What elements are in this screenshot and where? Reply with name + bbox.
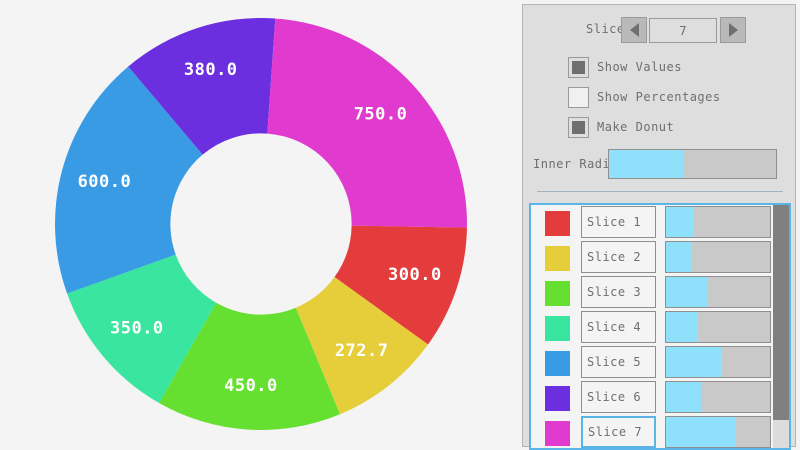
show-percentages-label: Show Percentages: [597, 90, 721, 104]
slice-list[interactable]: Slice 1 Slice 2 Slice 3 Slice 4 Slice 5 Slice…: [529, 203, 791, 450]
slice-list-item[interactable]: Slice 5: [531, 345, 773, 380]
slice-list-item[interactable]: Slice 7: [531, 415, 773, 448]
triangle-right-icon: [728, 23, 738, 37]
pie-slice[interactable]: [67, 254, 217, 404]
slice-list-item[interactable]: Slice 2: [531, 240, 773, 275]
pie-slice-value-label: 750.0: [354, 104, 408, 124]
slice-value-slider[interactable]: [665, 206, 771, 238]
slice-list-scrollbar[interactable]: [773, 205, 789, 448]
show-percentages-checkbox[interactable]: [568, 87, 589, 108]
pie-slice[interactable]: [54, 66, 203, 294]
slice-value-slider[interactable]: [665, 381, 771, 413]
slice-name-input[interactable]: Slice 5: [581, 346, 656, 378]
slice-color-swatch[interactable]: [545, 421, 570, 446]
pie-slice-value-label: 450.0: [224, 376, 278, 396]
slice-value-slider-fill: [666, 382, 702, 412]
pie-chart-canvas: 300.0 272.7 450.0 350.0 600.0 380.0 750.0: [54, 17, 467, 430]
slice-color-swatch[interactable]: [545, 351, 570, 376]
pie-slice-value-label: 350.0: [110, 318, 164, 338]
pie-slice-value-label: 380.0: [184, 60, 238, 80]
slice-value-slider-fill: [666, 207, 695, 237]
slice-value-slider[interactable]: [665, 416, 771, 448]
slice-value-slider[interactable]: [665, 276, 771, 308]
slice-value-slider-fill: [666, 277, 708, 307]
slice-value-slider-fill: [666, 417, 736, 447]
slice-value-slider[interactable]: [665, 346, 771, 378]
pie-slice[interactable]: [295, 277, 429, 415]
slice-color-swatch[interactable]: [545, 211, 570, 236]
slice-list-item[interactable]: Slice 6: [531, 380, 773, 415]
slice-name-input[interactable]: Slice 1: [581, 206, 656, 238]
pie-chart-svg: 300.0 272.7 450.0 350.0 600.0 380.0 750.0: [54, 17, 467, 430]
slice-name-input[interactable]: Slice 4: [581, 311, 656, 343]
panel-divider: [537, 191, 783, 192]
triangle-left-icon: [629, 23, 639, 37]
slice-list-item[interactable]: Slice 1: [531, 205, 773, 240]
show-values-label: Show Values: [597, 60, 682, 74]
inner-radius-slider-fill: [609, 150, 685, 178]
pie-slice-value-label: 600.0: [78, 172, 132, 192]
make-donut-label: Make Donut: [597, 120, 675, 134]
inner-radius-row: Inner Radius: [523, 147, 797, 181]
show-values-checkbox[interactable]: [568, 57, 589, 78]
pie-slice-value-label: 272.7: [335, 341, 389, 361]
slices-label: Slices: [586, 22, 633, 36]
slice-list-item[interactable]: Slice 4: [531, 310, 773, 345]
slice-value-slider-fill: [666, 347, 723, 377]
controls-panel: Slices 7 Show Values Show Percentages Ma…: [522, 4, 797, 450]
slice-list-scrollbar-thumb[interactable]: [773, 205, 789, 420]
pie-slice[interactable]: [267, 18, 467, 228]
pie-slice[interactable]: [159, 302, 341, 430]
slice-value-slider-fill: [666, 312, 699, 342]
slice-name-input[interactable]: Slice 3: [581, 276, 656, 308]
pie-slice[interactable]: [128, 17, 276, 155]
inner-radius-label: Inner Radius: [533, 157, 626, 171]
make-donut-checkbox[interactable]: [568, 117, 589, 138]
slice-color-swatch[interactable]: [545, 246, 570, 271]
slice-color-swatch[interactable]: [545, 281, 570, 306]
slice-value-slider[interactable]: [665, 311, 771, 343]
slices-decrement-button[interactable]: [621, 17, 647, 43]
inner-radius-slider[interactable]: [608, 149, 777, 179]
slice-list-item[interactable]: Slice 3: [531, 275, 773, 310]
slice-color-swatch[interactable]: [545, 316, 570, 341]
slice-name-input[interactable]: Slice 6: [581, 381, 656, 413]
slices-increment-button[interactable]: [720, 17, 746, 43]
slice-color-swatch[interactable]: [545, 386, 570, 411]
slice-name-input[interactable]: Slice 2: [581, 241, 656, 273]
slice-list-rows: Slice 1 Slice 2 Slice 3 Slice 4 Slice 5 Slice…: [531, 205, 773, 448]
pie-slice-value-label: 300.0: [388, 265, 442, 285]
slice-name-input[interactable]: Slice 7: [581, 416, 656, 448]
pie-slice[interactable]: [334, 225, 467, 345]
slice-value-slider[interactable]: [665, 241, 771, 273]
slices-spinner: Slices 7: [523, 13, 797, 47]
slice-value-slider-fill: [666, 242, 691, 272]
slices-value-field[interactable]: 7: [649, 18, 717, 43]
